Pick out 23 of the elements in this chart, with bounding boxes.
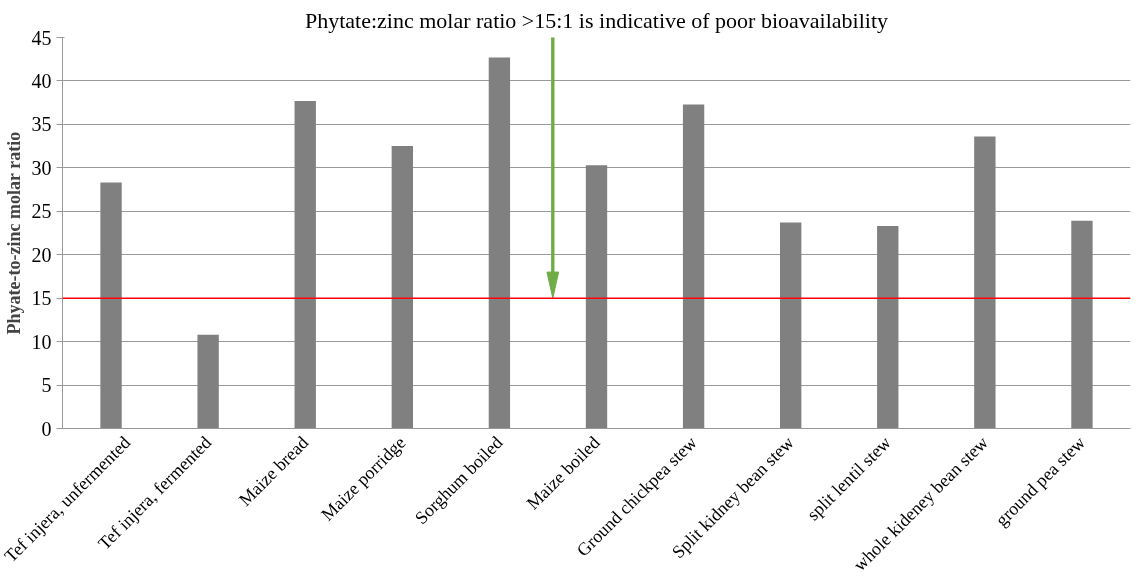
y-axis-title: Phyate-to-zinc molar ratio <box>3 131 24 335</box>
y-tick-label: 40 <box>31 69 52 92</box>
bar <box>585 165 608 429</box>
y-tick-label: 0 <box>41 417 52 440</box>
y-tick-label: 45 <box>31 26 52 49</box>
bar <box>294 100 316 429</box>
y-tick-label: 35 <box>31 113 52 136</box>
y-tick-label: 15 <box>31 287 52 310</box>
y-tick-label: 5 <box>41 374 52 397</box>
y-tick-label: 30 <box>31 156 52 179</box>
chart-title: Phytate:zinc molar ratio >15:1 is indicative of poor bioavailability <box>304 7 889 33</box>
y-tick-label: 25 <box>31 200 52 223</box>
bar <box>1071 220 1093 429</box>
bar <box>682 104 705 429</box>
bar <box>100 182 122 429</box>
y-tick-label: 10 <box>31 330 52 353</box>
bar <box>391 146 413 429</box>
bar <box>974 136 996 429</box>
bar <box>780 222 802 429</box>
bar <box>877 226 899 429</box>
y-tick-label: 20 <box>31 243 52 266</box>
bar <box>197 334 219 429</box>
bar <box>488 57 511 429</box>
